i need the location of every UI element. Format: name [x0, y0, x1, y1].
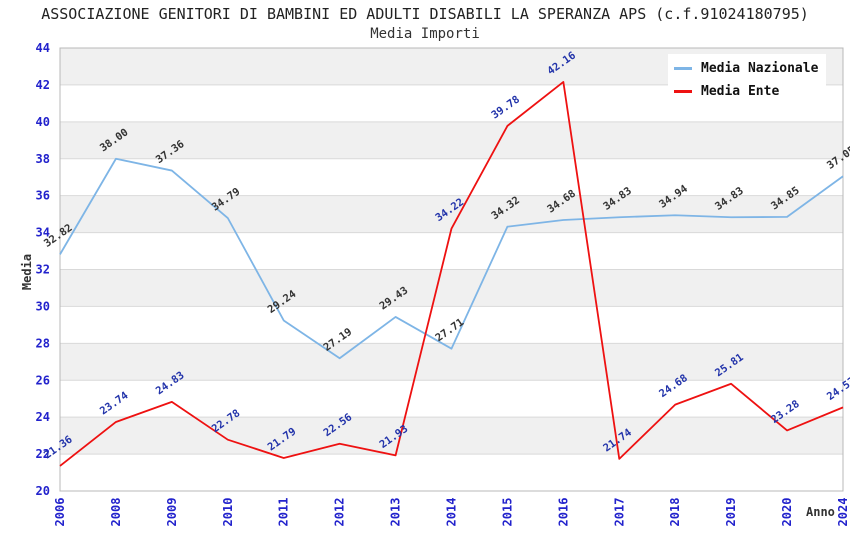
- chart-subtitle: Media Importi: [370, 26, 480, 42]
- series-line-media-nazionale: [59, 157, 844, 360]
- grid-band: [60, 121, 843, 159]
- y-tick-label: 24: [36, 410, 50, 424]
- point-label-media-ente-2008: 23.74: [98, 390, 131, 418]
- x-tick-label: 2015: [500, 498, 514, 527]
- legend: Media Nazionale Media Ente: [668, 54, 826, 105]
- y-tick-label: 36: [36, 189, 50, 203]
- x-tick-label: 2016: [556, 498, 570, 527]
- x-tick-label: 2018: [668, 498, 682, 527]
- x-tick-label: 2012: [333, 498, 347, 527]
- grid-band: [60, 195, 843, 233]
- y-tick-label: 38: [36, 152, 50, 166]
- y-tick-label: 32: [36, 263, 50, 277]
- point-label-media-nazionale-2014: 27.71: [433, 316, 466, 344]
- plot-border: [59, 47, 844, 492]
- legend-label-media-nazionale: Media Nazionale: [701, 60, 819, 76]
- x-tick-label: 2013: [389, 498, 403, 527]
- x-tick-label: 2014: [445, 498, 459, 527]
- y-tick-label: 34: [36, 226, 50, 240]
- x-tick-label: 2017: [612, 498, 626, 527]
- x-tick-label: 2019: [724, 498, 738, 527]
- x-tick-label: 2006: [53, 498, 67, 527]
- y-tick-label: 22: [36, 447, 50, 461]
- y-tick-label: 26: [36, 373, 50, 387]
- legend-label-media-ente: Media Ente: [701, 83, 780, 99]
- y-tick-label: 20: [36, 484, 50, 498]
- y-tick-label: 30: [36, 299, 50, 313]
- legend-item-media-ente: Media Ente: [674, 82, 820, 100]
- chart-title: ASSOCIAZIONE GENITORI DI BAMBINI ED ADUL…: [41, 5, 809, 23]
- x-tick-label: 2009: [165, 498, 179, 527]
- y-tick-label: 44: [36, 41, 50, 55]
- x-axis-title: Anno: [806, 505, 835, 519]
- legend-item-media-nazionale: Media Nazionale: [674, 59, 820, 77]
- line-swatch-media-nazionale-icon: [674, 66, 692, 70]
- x-tick-label: 2010: [221, 498, 235, 527]
- grid-band: [60, 417, 843, 455]
- series-line-media-ente: [59, 81, 844, 467]
- x-tick-label: 2024: [836, 498, 850, 527]
- x-tick-label: 2008: [109, 498, 123, 527]
- y-tick-label: 42: [36, 78, 50, 92]
- y-tick-label: 28: [36, 336, 50, 350]
- x-tick-label: 2020: [780, 498, 794, 527]
- line-swatch-media-ente-icon: [674, 89, 692, 93]
- x-tick-label: 2011: [277, 498, 291, 527]
- y-tick-label: 40: [36, 115, 50, 129]
- y-axis-title: Media: [20, 253, 34, 291]
- grid-band: [60, 269, 843, 307]
